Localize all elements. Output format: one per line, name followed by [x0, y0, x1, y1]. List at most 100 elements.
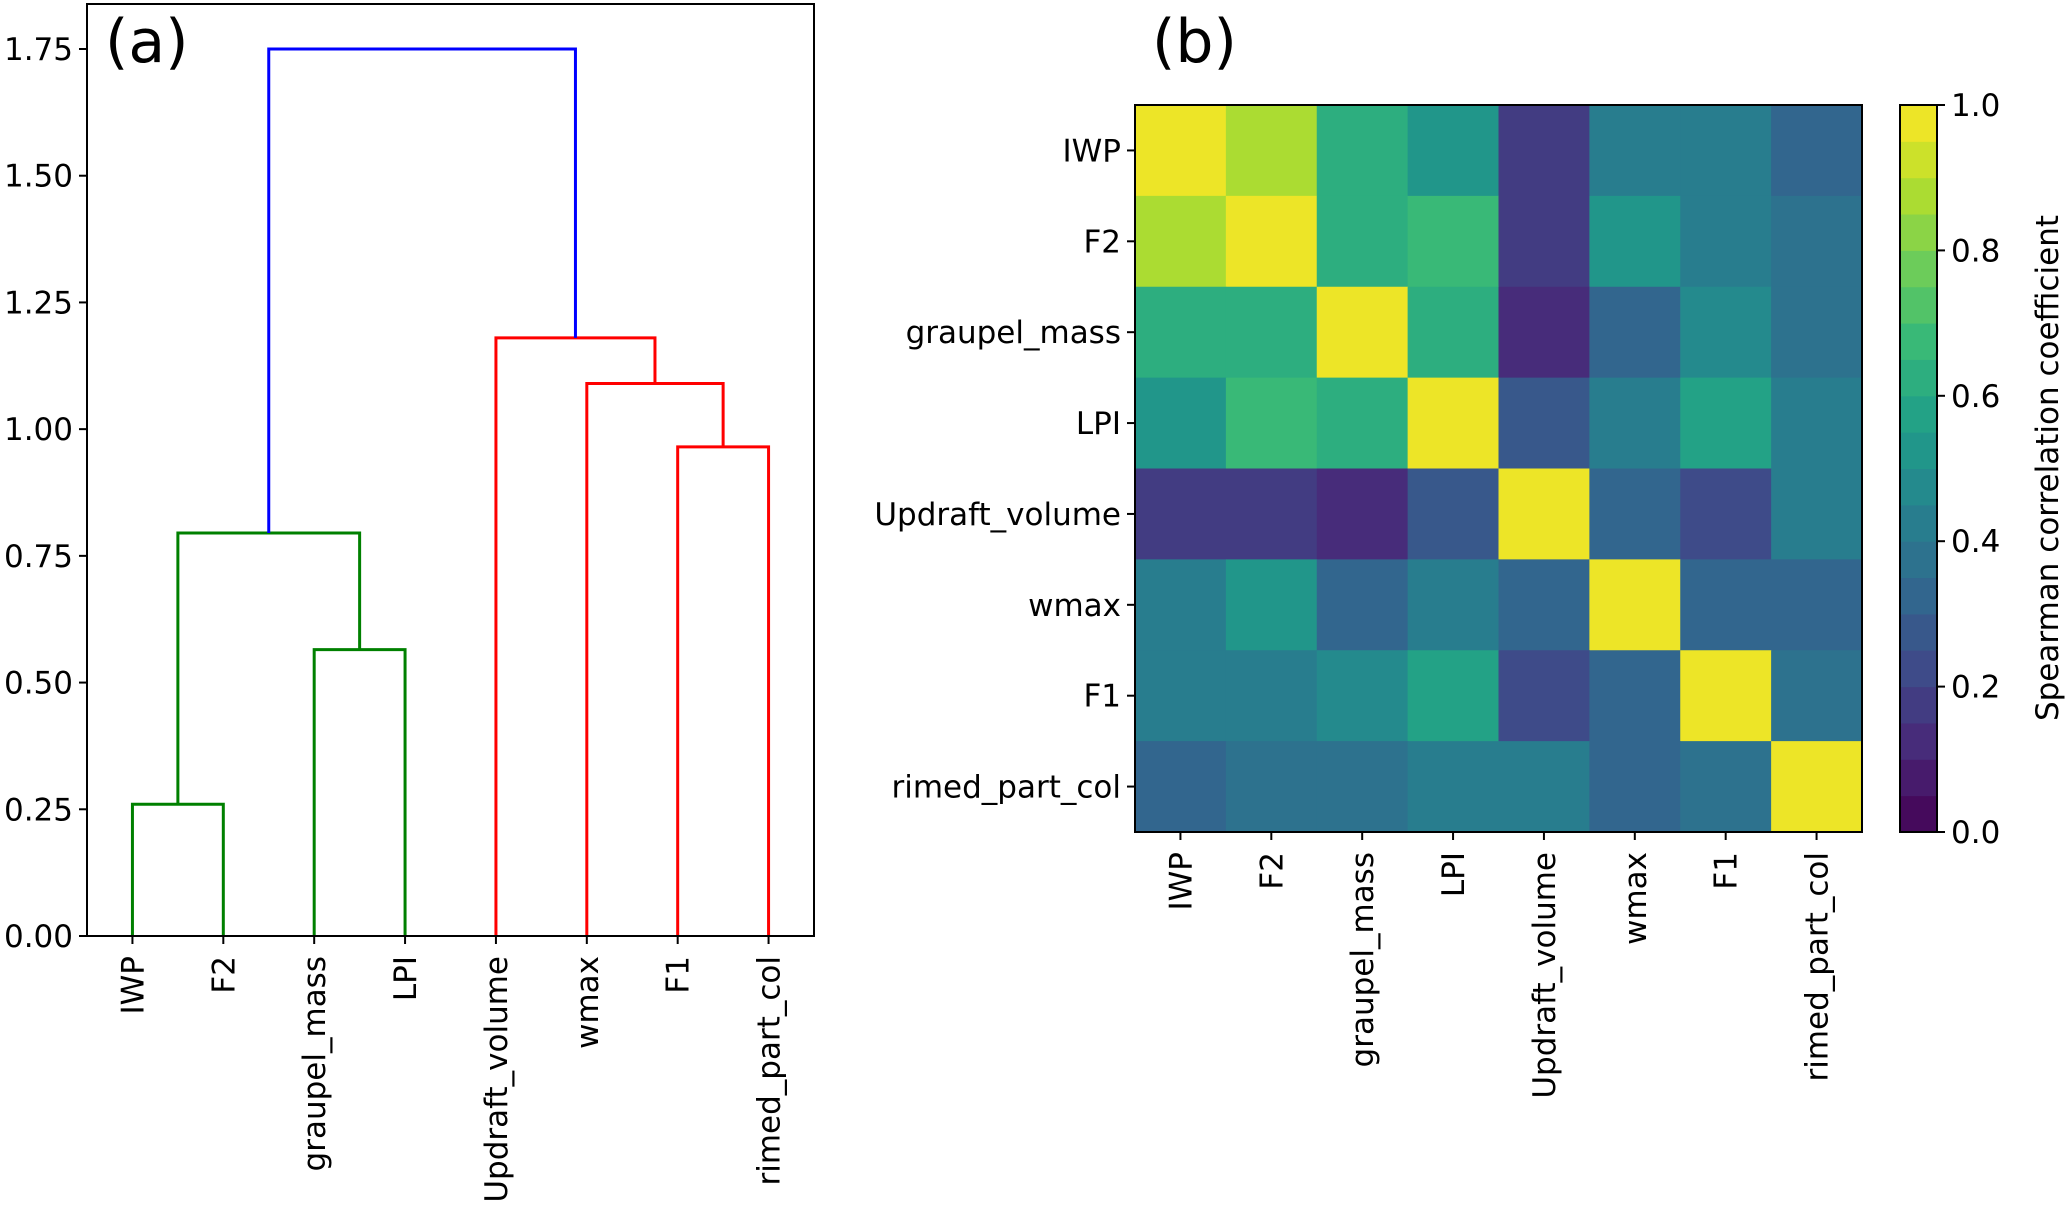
- leaf-label: F2: [206, 956, 242, 994]
- heatmap-cell: [1498, 650, 1590, 742]
- leaf-label: IWP: [115, 956, 151, 1015]
- panel-label-b: (b): [1152, 7, 1237, 77]
- y-tick-label: 1.75: [4, 32, 73, 68]
- leaf-label: rimed_part_col: [752, 956, 788, 1186]
- leaf-label: F1: [661, 956, 697, 994]
- heatmap-cells: [1135, 105, 1863, 833]
- heatmap-cell: [1771, 286, 1863, 379]
- colorbar-bin: [1900, 177, 1937, 215]
- heatmap-cell: [1135, 650, 1227, 742]
- dendrogram-panel: (a) 0.00 0.25 0.50 0.75 1.00 1.25 1.50 1.75 IWP…: [4, 3, 815, 1203]
- heatmap-cell: [1680, 741, 1772, 833]
- heatmap-cell: [1589, 195, 1681, 288]
- heatmap-cell: [1316, 286, 1409, 379]
- heatmap-cell: [1225, 650, 1318, 742]
- heatmap-cell: [1771, 195, 1863, 288]
- heatmap-cell: [1407, 286, 1499, 379]
- heatmap-cell: [1407, 468, 1499, 560]
- heatmap-cell: [1135, 286, 1227, 379]
- heatmap-cell: [1589, 559, 1681, 651]
- heatmap-cell: [1498, 286, 1590, 379]
- heatmap-panel: (b) IWPF2graupel_massLPIUpdraft_volumewm…: [874, 7, 2066, 1099]
- dendrogram-link: [312, 648, 407, 936]
- y-tick-label: 1.50: [4, 159, 73, 195]
- dendrogram-frame: [86, 3, 815, 937]
- heatmap-cell: [1225, 377, 1318, 469]
- heatmap-cell: [1589, 650, 1681, 742]
- y-tick-label: 0.75: [4, 539, 73, 575]
- heatmap-cell: [1135, 195, 1227, 288]
- heatmap-cell: [1135, 468, 1227, 560]
- colorbar-bin: [1900, 722, 1937, 760]
- colorbar-bin: [1900, 650, 1937, 688]
- column-label: graupel_mass: [1345, 852, 1381, 1067]
- heatmap-frame: [1134, 104, 1863, 833]
- heatmap-cell: [1771, 741, 1863, 833]
- colorbar-bin: [1900, 504, 1937, 542]
- heatmap-cell: [1407, 650, 1499, 742]
- leaf-label: wmax: [570, 956, 606, 1049]
- dendrogram-link: [676, 445, 771, 936]
- colorbar-bin: [1900, 759, 1937, 797]
- colorbar-tick-label: 0.4: [1951, 524, 2000, 560]
- heatmap-cell: [1771, 468, 1863, 560]
- column-label: F1: [1709, 852, 1745, 890]
- row-label: IWP: [1063, 133, 1122, 169]
- row-label: F2: [1083, 224, 1121, 260]
- heatmap-cell: [1589, 286, 1681, 379]
- heatmap-cell: [1135, 559, 1227, 651]
- colorbar-bin: [1900, 468, 1937, 506]
- heatmap-cell: [1407, 377, 1499, 469]
- colorbar-tick-label: 1.0: [1951, 88, 2000, 124]
- heatmap-cell: [1498, 741, 1590, 833]
- dendrogram-links: [130, 47, 771, 936]
- heatmap-cell: [1135, 741, 1227, 833]
- heatmap-cell: [1771, 105, 1863, 197]
- heatmap-cell: [1589, 468, 1681, 560]
- y-tick-label: 0.50: [4, 666, 73, 702]
- heatmap-cell: [1316, 377, 1409, 469]
- column-label: F2: [1254, 852, 1290, 890]
- y-tick-label: 0.00: [4, 919, 73, 955]
- heatmap-cell: [1316, 195, 1409, 288]
- column-label: wmax: [1618, 852, 1654, 945]
- colorbar-bin: [1900, 105, 1937, 142]
- colorbar-bin: [1900, 577, 1937, 615]
- dendrogram-link: [176, 531, 362, 805]
- row-label: graupel_mass: [906, 315, 1121, 351]
- colorbar-bin: [1900, 250, 1937, 288]
- heatmap-cell: [1225, 741, 1318, 833]
- heatmap-cell: [1407, 741, 1499, 833]
- heatmap-cell: [1225, 468, 1318, 560]
- heatmap-cell: [1407, 105, 1499, 197]
- row-label: rimed_part_col: [891, 770, 1121, 806]
- heatmap-cell: [1135, 377, 1227, 469]
- colorbar-bin: [1900, 286, 1937, 324]
- heatmap-column-labels: IWP F2 graupel_mass LPI Updraft_volume wmax F1…: [1163, 832, 1836, 1099]
- heatmap-cell: [1771, 377, 1863, 469]
- dendrogram-y-axis: 0.00 0.25 0.50 0.75 1.00 1.25 1.50 1.75: [4, 32, 87, 955]
- heatmap-cell: [1316, 559, 1409, 651]
- dendrogram-link: [130, 802, 225, 936]
- row-label: wmax: [1028, 588, 1121, 624]
- colorbar-tick-label: 0.2: [1951, 670, 2000, 706]
- leaf-label: Updraft_volume: [479, 956, 515, 1203]
- colorbar-tick-label: 0.8: [1951, 233, 2000, 269]
- dendrogram-link: [494, 336, 657, 936]
- leaf-label: LPI: [388, 956, 424, 1001]
- colorbar-tick-label: 0.0: [1951, 815, 2000, 851]
- heatmap-cell: [1407, 559, 1499, 651]
- y-tick-label: 1.25: [4, 285, 73, 321]
- heatmap-cell: [1589, 105, 1681, 197]
- panel-label-a: (a): [105, 7, 189, 77]
- colorbar-bin: [1900, 395, 1937, 433]
- colorbar-bin: [1900, 541, 1937, 579]
- colorbar-bin: [1900, 141, 1937, 179]
- heatmap-cell: [1225, 559, 1318, 651]
- heatmap-cell: [1771, 559, 1863, 651]
- heatmap-cell: [1680, 377, 1772, 469]
- heatmap-cell: [1498, 559, 1590, 651]
- heatmap-cell: [1680, 105, 1772, 197]
- column-label: IWP: [1163, 852, 1199, 911]
